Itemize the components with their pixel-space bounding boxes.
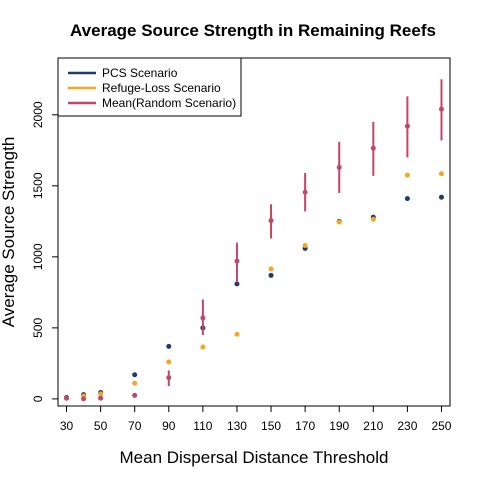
y-tick-label: 1000 bbox=[31, 243, 45, 270]
data-point bbox=[234, 281, 240, 287]
data-point bbox=[64, 395, 70, 401]
y-tick-label: 2000 bbox=[31, 101, 45, 128]
data-point bbox=[234, 331, 240, 337]
y-tick-label: 500 bbox=[31, 318, 45, 338]
chart-title: Average Source Strength in Remaining Ree… bbox=[70, 21, 436, 40]
data-point bbox=[98, 391, 104, 397]
data-point bbox=[268, 272, 274, 278]
data-point bbox=[302, 242, 308, 248]
legend-label: Refuge-Loss Scenario bbox=[102, 81, 221, 95]
data-point bbox=[132, 392, 138, 398]
x-tick-label: 90 bbox=[162, 419, 176, 433]
data-point bbox=[132, 380, 138, 386]
data-point bbox=[200, 344, 206, 350]
data-point bbox=[166, 375, 172, 381]
x-tick-label: 250 bbox=[431, 419, 451, 433]
x-tick-label: 150 bbox=[261, 419, 281, 433]
series-2 bbox=[64, 79, 444, 402]
data-point bbox=[234, 258, 240, 264]
x-tick-label: 30 bbox=[60, 419, 74, 433]
x-tick-label: 110 bbox=[193, 419, 212, 433]
legend-label: PCS Scenario bbox=[102, 66, 178, 80]
data-point bbox=[302, 189, 308, 195]
data-point bbox=[336, 219, 342, 225]
data-point bbox=[438, 194, 444, 200]
series-1 bbox=[64, 171, 444, 401]
data-point bbox=[370, 216, 376, 222]
x-tick-label: 50 bbox=[94, 419, 108, 433]
legend-label: Mean(Random Scenario) bbox=[102, 96, 236, 110]
data-point bbox=[166, 359, 172, 365]
x-tick-label: 130 bbox=[227, 419, 247, 433]
data-point bbox=[268, 218, 274, 224]
data-point bbox=[404, 172, 410, 178]
x-tick-label: 210 bbox=[363, 419, 383, 433]
y-axis-label: Average Source Strength bbox=[0, 137, 18, 328]
data-point bbox=[370, 145, 376, 151]
data-point bbox=[81, 396, 87, 402]
data-point bbox=[98, 395, 104, 401]
data-point bbox=[166, 343, 172, 349]
x-tick-label: 190 bbox=[329, 419, 349, 433]
data-point bbox=[404, 123, 410, 129]
x-tick-label: 70 bbox=[128, 419, 142, 433]
x-tick-label: 170 bbox=[295, 419, 315, 433]
data-point bbox=[200, 315, 206, 321]
data-point bbox=[132, 372, 138, 378]
x-axis-label: Mean Dispersal Distance Threshold bbox=[120, 448, 389, 467]
series-0 bbox=[64, 194, 444, 400]
data-point bbox=[438, 171, 444, 177]
plot-frame bbox=[57, 57, 451, 407]
data-point bbox=[438, 106, 444, 112]
data-point bbox=[268, 266, 274, 272]
x-tick-label: 230 bbox=[397, 419, 417, 433]
data-point bbox=[336, 164, 342, 170]
y-tick-label: 0 bbox=[31, 395, 45, 402]
axes: 30 50 70 90 110 130 150 170 190 210 230 250 0 500 1000… bbox=[31, 101, 452, 433]
y-tick-label: 1500 bbox=[31, 172, 45, 199]
data-marks bbox=[64, 79, 444, 402]
data-point bbox=[404, 196, 410, 202]
